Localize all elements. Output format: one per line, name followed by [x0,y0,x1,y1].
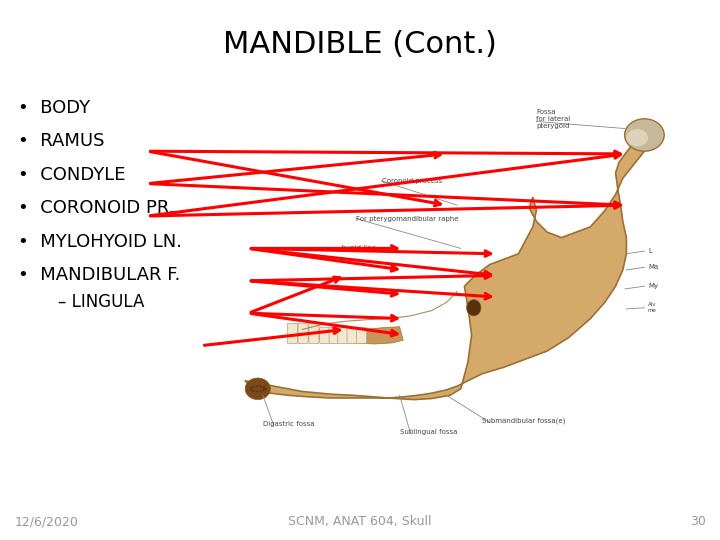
Text: For pterygomandibular raphe: For pterygomandibular raphe [356,215,459,222]
Ellipse shape [262,389,265,392]
FancyBboxPatch shape [356,327,366,343]
Ellipse shape [256,385,258,387]
Text: •  CONDYLE: • CONDYLE [18,166,125,184]
Text: SCNM, ANAT 604, Skull: SCNM, ANAT 604, Skull [288,515,432,528]
Ellipse shape [264,388,266,390]
Ellipse shape [264,388,266,390]
Text: •  BODY: • BODY [18,99,90,117]
Text: •  RAMUS: • RAMUS [18,132,104,151]
Ellipse shape [625,119,664,151]
Polygon shape [288,327,403,344]
Ellipse shape [251,386,254,388]
Text: 12/6/2020: 12/6/2020 [14,515,78,528]
Text: •  MANDIBULAR F.: • MANDIBULAR F. [18,266,181,285]
Text: L: L [648,248,652,254]
Text: Submandibular fossa(e): Submandibular fossa(e) [482,418,566,424]
Text: •  MYLOHYOID LN.: • MYLOHYOID LN. [18,233,182,251]
FancyBboxPatch shape [298,323,308,343]
FancyBboxPatch shape [347,327,357,343]
Ellipse shape [245,378,271,400]
Text: MANDIBLE (Cont.): MANDIBLE (Cont.) [223,30,497,59]
Ellipse shape [249,388,252,390]
Text: Coronoid process: Coronoid process [382,178,442,184]
Ellipse shape [262,386,265,388]
FancyBboxPatch shape [287,323,297,343]
Ellipse shape [259,385,262,387]
Ellipse shape [259,390,262,393]
Ellipse shape [249,387,252,389]
Text: – LINGULA: – LINGULA [58,293,144,312]
Text: My: My [648,283,658,289]
FancyBboxPatch shape [309,323,319,343]
Ellipse shape [626,129,648,146]
Text: •  CORONOID PR.: • CORONOID PR. [18,199,174,218]
Text: Fossa
for lateral
pterygoid: Fossa for lateral pterygoid [536,109,571,129]
Ellipse shape [251,390,254,392]
FancyBboxPatch shape [329,327,339,343]
FancyBboxPatch shape [320,327,330,343]
Text: ...hyoid line: ...hyoid line [335,245,376,252]
Text: Digastric fossa: Digastric fossa [263,421,315,427]
Ellipse shape [256,390,258,393]
Ellipse shape [467,300,481,316]
Polygon shape [245,125,659,400]
Text: Alv
me: Alv me [648,302,657,313]
FancyBboxPatch shape [338,327,348,343]
Text: 30: 30 [690,515,706,528]
Text: Sublingual fossa: Sublingual fossa [400,429,457,435]
Text: Ma: Ma [648,264,658,271]
